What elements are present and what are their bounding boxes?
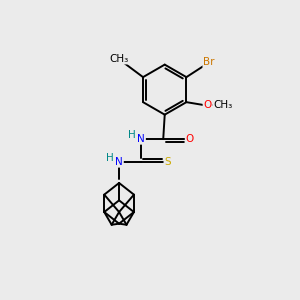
Text: H: H: [106, 153, 114, 163]
Text: CH₃: CH₃: [213, 100, 232, 110]
Text: Br: Br: [203, 57, 215, 68]
Text: O: O: [203, 100, 212, 110]
Text: N: N: [115, 157, 123, 167]
Text: N: N: [137, 134, 145, 144]
Text: S: S: [164, 157, 171, 167]
Text: H: H: [128, 130, 136, 140]
Text: O: O: [186, 134, 194, 144]
Text: CH₃: CH₃: [110, 54, 129, 64]
